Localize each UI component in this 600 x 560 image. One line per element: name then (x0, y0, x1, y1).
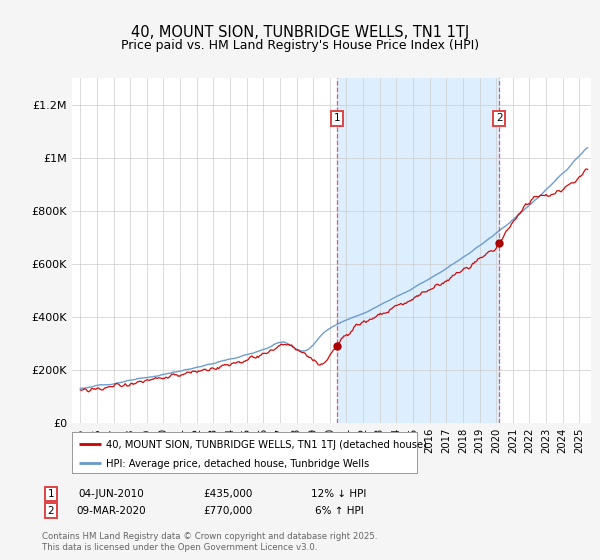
Text: 2: 2 (496, 113, 503, 123)
Text: 1: 1 (47, 489, 55, 499)
Text: 12% ↓ HPI: 12% ↓ HPI (311, 489, 367, 499)
Text: Price paid vs. HM Land Registry's House Price Index (HPI): Price paid vs. HM Land Registry's House … (121, 39, 479, 53)
Text: £435,000: £435,000 (203, 489, 253, 499)
Bar (337, 78, 499, 423)
Text: HPI: Average price, detached house, Tunbridge Wells: HPI: Average price, detached house, Tunb… (107, 459, 370, 469)
Text: 09-MAR-2020: 09-MAR-2020 (76, 506, 146, 516)
Text: 2: 2 (47, 506, 55, 516)
Text: 1: 1 (334, 113, 340, 123)
Text: 40, MOUNT SION, TUNBRIDGE WELLS, TN1 1TJ: 40, MOUNT SION, TUNBRIDGE WELLS, TN1 1TJ (131, 25, 469, 40)
Text: 04-JUN-2010: 04-JUN-2010 (78, 489, 144, 499)
Text: 6% ↑ HPI: 6% ↑ HPI (314, 506, 364, 516)
Text: 40, MOUNT SION, TUNBRIDGE WELLS, TN1 1TJ (detached house): 40, MOUNT SION, TUNBRIDGE WELLS, TN1 1TJ… (107, 440, 427, 450)
Text: £770,000: £770,000 (203, 506, 253, 516)
Text: Contains HM Land Registry data © Crown copyright and database right 2025.
This d: Contains HM Land Registry data © Crown c… (42, 533, 377, 552)
